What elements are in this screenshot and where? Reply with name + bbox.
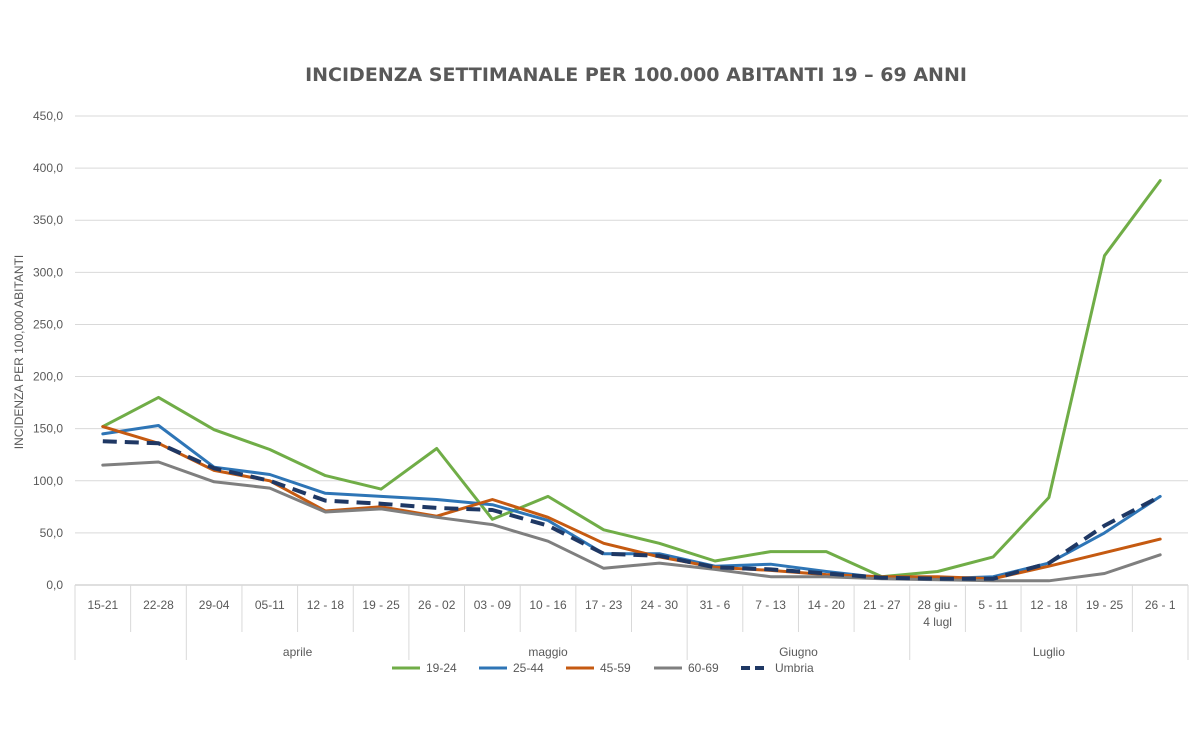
y-tick-label: 250,0: [33, 317, 63, 331]
x-tick-label: 31 - 6: [700, 598, 731, 612]
group-label: aprile: [283, 645, 313, 659]
x-tick-label: 12 - 18: [307, 598, 345, 612]
x-tick-label: 29-04: [199, 598, 230, 612]
x-tick-label: 15-21: [87, 598, 118, 612]
y-tick-label: 100,0: [33, 474, 63, 488]
y-tick-label: 350,0: [33, 213, 63, 227]
series-line-19-24: [101, 179, 1162, 579]
y-tick-label: 50,0: [40, 526, 64, 540]
legend-label: 19-24: [426, 661, 457, 675]
x-axis: 15-21 22-28 29-04 05-11 12 - 18 19 - 25 26 - 0…: [74, 585, 1189, 660]
group-label: Giugno: [779, 645, 818, 659]
y-tick-label: 200,0: [33, 370, 63, 384]
y-axis-label: INCIDENZA PER 100,000 ABITANTI: [12, 255, 26, 450]
y-tick-label: 400,0: [33, 161, 63, 175]
gridlines: [75, 115, 1188, 586]
y-axis-ticks: 0,0 50,0 100,0 150,0 200,0 250,0 300,0 350,0 400…: [33, 109, 63, 592]
x-tick-label: 5 - 11: [978, 598, 1008, 612]
legend-label: 25-44: [513, 661, 544, 675]
y-tick-label: 150,0: [33, 422, 63, 436]
x-tick-label: 19 - 25: [1086, 598, 1124, 612]
x-tick-label: 14 - 20: [808, 598, 846, 612]
chart-title: INCIDENZA SETTIMANALE PER 100.000 ABITAN…: [305, 64, 967, 86]
x-tick-label: 05-11: [255, 598, 285, 612]
y-tick-label: 0,0: [46, 578, 63, 592]
group-label: Luglio: [1033, 645, 1065, 659]
series-line-45-59: [101, 425, 1162, 581]
x-tick-label: 21 - 27: [863, 598, 901, 612]
x-tick-label: 22-28: [143, 598, 174, 612]
series-line-25-44: [101, 424, 1162, 581]
legend: 19-24 25-44 45-59 60-69 Umbria: [392, 661, 814, 675]
group-label: maggio: [528, 645, 568, 659]
x-tick-label: 03 - 09: [474, 598, 512, 612]
y-tick-label: 300,0: [33, 265, 63, 279]
x-tick-label: 28 giu -4 lugl: [918, 598, 958, 629]
x-tick-label: 24 - 30: [641, 598, 679, 612]
series-lines: [101, 179, 1162, 583]
x-tick-label: 19 - 25: [362, 598, 400, 612]
x-tick-label: 26 - 02: [418, 598, 456, 612]
x-tick-label: 17 - 23: [585, 598, 623, 612]
x-tick-label: 26 - 1: [1145, 598, 1176, 612]
series-line-umbria: [102, 439, 1162, 581]
x-tick-label: 10 - 16: [529, 598, 567, 612]
x-tick-label: 7 - 13: [755, 598, 786, 612]
y-tick-label: 450,0: [33, 109, 63, 123]
legend-label: 45-59: [600, 661, 631, 675]
legend-label: Umbria: [775, 661, 814, 675]
legend-label: 60-69: [688, 661, 719, 675]
x-tick-label: 12 - 18: [1030, 598, 1068, 612]
